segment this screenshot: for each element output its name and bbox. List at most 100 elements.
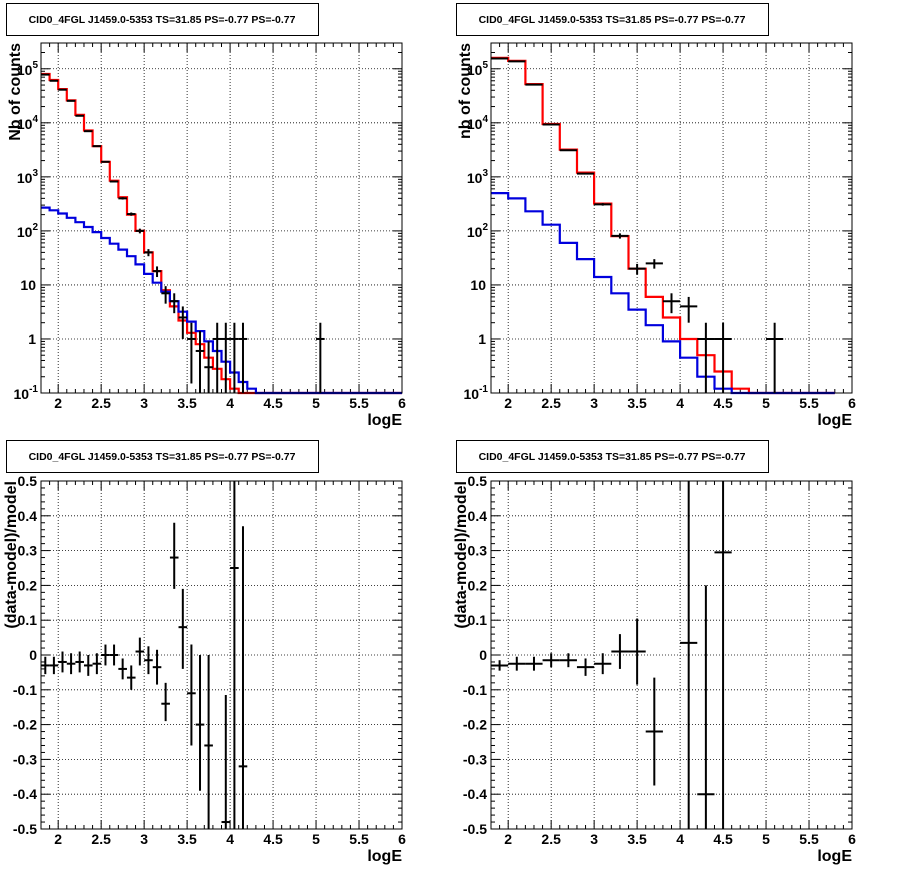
series-line-1 [491, 56, 835, 395]
data-point [187, 644, 196, 746]
data-point [491, 660, 509, 671]
x-tick-label: 3.5 [627, 395, 647, 411]
data-points [491, 481, 732, 829]
x-tick-label: 3 [140, 831, 148, 847]
chart-title: CID0_4FGL J1459.0-5353 TS=31.85 PS=-0.77… [29, 14, 296, 26]
data-point [169, 522, 179, 589]
data-point [576, 658, 595, 676]
x-tick-label: 3 [140, 395, 148, 411]
data-point [316, 322, 325, 393]
data-point [152, 649, 162, 685]
x-axis-label: logE [817, 848, 852, 865]
y-tick-label: 0.5 [18, 473, 38, 489]
x-tick-label: 5.5 [349, 395, 369, 411]
x-tick-label: 2 [504, 831, 512, 847]
x-tick-labels: 2 2.5 3 3.5 4 4.5 5 5.5 6 [504, 395, 856, 411]
data-point [187, 322, 196, 384]
data-point [126, 212, 136, 216]
y-tick-label: 0.5 [468, 473, 488, 489]
data-points [41, 481, 248, 829]
x-tick-label: 6 [398, 831, 406, 847]
y-tick-label: 103 [467, 168, 489, 186]
data-point [101, 644, 110, 666]
y-tick-label: -0.5 [13, 821, 37, 837]
y-tick-label: -0.4 [463, 786, 487, 802]
x-tick-labels: 2 2.5 3 3.5 4 4.5 5 5.5 6 [504, 831, 856, 847]
chart-panel-4: 2 2.5 3 3.5 4 4.5 5 5.5 6 -0.5 -0.4 -0.3 -0.2 -0.1 0 0.… [453, 440, 856, 865]
data-point [83, 655, 93, 676]
data-point [559, 149, 577, 152]
y-tick-label: 1 [478, 331, 486, 347]
data-point [49, 656, 59, 675]
y-tick-label: 0.1 [468, 612, 488, 628]
data-point [118, 197, 127, 200]
data-point [697, 585, 715, 829]
x-tick-label: 6 [848, 395, 856, 411]
data-point [161, 286, 170, 304]
plot-frame [40, 480, 403, 830]
y-tick-label: -0.2 [463, 717, 487, 733]
data-point [195, 655, 205, 791]
data-point [576, 172, 595, 175]
x-tick-label: 3.5 [177, 831, 197, 847]
data-point [525, 656, 543, 671]
y-tick-label: 10 [470, 277, 486, 293]
x-tick-label: 5.5 [799, 831, 819, 847]
data-point [238, 526, 248, 829]
chart-title: CID0_4FGL J1459.0-5353 TS=31.85 PS=-0.77… [479, 451, 746, 463]
data-point [92, 653, 102, 675]
data-point [680, 481, 698, 829]
y-tick-label: 0 [29, 647, 37, 663]
plot-frame [40, 42, 403, 394]
y-tick-label: 0.3 [468, 543, 488, 559]
y-tick-label: -0.1 [463, 682, 487, 698]
title-box [456, 3, 769, 36]
data-point [714, 322, 732, 393]
y-tick-label: -0.3 [13, 751, 37, 767]
data-point [92, 145, 102, 148]
data-point [144, 249, 153, 257]
x-tick-label: 2 [54, 395, 62, 411]
y-tick-label: -0.2 [13, 717, 37, 733]
x-axis-label: logE [367, 848, 402, 865]
data-point [221, 322, 231, 393]
data-point [645, 677, 663, 786]
y-tick-label: 0.2 [18, 577, 38, 593]
y-tick-label: 104 [17, 114, 39, 132]
y-tick-label: 0 [479, 647, 487, 663]
y-tick-label: 0.2 [468, 577, 488, 593]
x-tick-label: 5 [762, 395, 770, 411]
data-point [144, 646, 153, 675]
data-point [594, 653, 612, 675]
data-point [697, 322, 715, 393]
data-point [135, 228, 145, 234]
data-point [135, 637, 145, 666]
x-tick-label: 4 [226, 831, 234, 847]
y-tick-label: 10-1 [464, 384, 489, 402]
x-tick-label: 6 [398, 395, 406, 411]
y-axis-label: nb of counts [457, 43, 474, 139]
data-point [238, 322, 248, 393]
data-point [542, 653, 560, 668]
data-point [230, 322, 239, 393]
chart-panel-3: 2 2.5 3 3.5 4 4.5 5 5.5 6 -0.5 -0.4 -0.3 -0.2 -0.1 0 0.… [3, 440, 406, 865]
data-point [230, 481, 239, 829]
data-point [662, 293, 681, 314]
data-point [195, 331, 205, 393]
y-axis-label: Nb of counts [7, 43, 24, 141]
x-tick-label: 3.5 [177, 395, 197, 411]
x-tick-label: 2.5 [541, 395, 561, 411]
x-tick-label: 2.5 [91, 831, 111, 847]
x-axis-label: logE [817, 412, 852, 429]
x-tick-label: 3.5 [627, 831, 647, 847]
x-tick-label: 5 [312, 395, 320, 411]
y-tick-label: 105 [467, 60, 489, 78]
y-tick-label: 10 [20, 277, 36, 293]
data-point [178, 588, 188, 669]
data-point [58, 651, 67, 673]
data-point [126, 665, 136, 690]
y-tick-label: 1 [28, 331, 36, 347]
data-point [118, 658, 127, 680]
data-point [101, 160, 110, 163]
